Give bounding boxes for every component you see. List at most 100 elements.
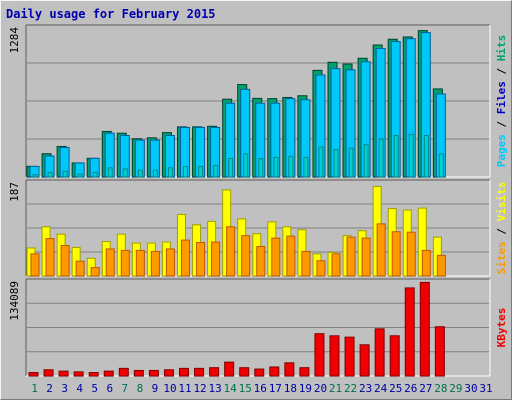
sites-bar: [181, 239, 190, 277]
sites-bar: [421, 249, 431, 277]
kbytes-bar: [43, 369, 54, 377]
kbytes-bar: [344, 336, 355, 377]
pages-bar: [228, 158, 234, 178]
series-legend-label: Pages / Files / Hits: [495, 35, 508, 168]
sites-bar: [90, 267, 100, 277]
kbytes-bar: [389, 335, 400, 377]
series-legend-label: KBytes: [495, 308, 508, 348]
pages-bar: [378, 138, 384, 178]
x-day-label: 31: [479, 382, 492, 395]
sites-bar: [75, 260, 85, 277]
sites-bar: [165, 248, 175, 277]
sites-bar: [271, 237, 281, 277]
x-day-label: 11: [178, 382, 191, 395]
pages-bar: [32, 174, 38, 178]
sites-bar: [346, 236, 356, 277]
pages-bar: [438, 153, 444, 178]
sites-bar: [30, 253, 40, 277]
x-day-label: 6: [106, 382, 113, 395]
pages-bar: [183, 166, 188, 178]
pages-bar: [288, 155, 294, 178]
y-max-label: 1284: [8, 27, 21, 54]
x-day-label: 5: [91, 382, 98, 395]
x-day-label: 26: [404, 382, 417, 395]
pages-bar: [137, 169, 143, 178]
sites-bar: [60, 244, 70, 277]
pages-bar: [47, 171, 53, 178]
x-day-label: 7: [122, 382, 129, 395]
x-day-label: 28: [434, 382, 447, 395]
x-day-label: 3: [61, 382, 68, 395]
pages-bar: [318, 146, 324, 178]
x-day-label: 17: [269, 382, 282, 395]
pages-bar: [258, 158, 264, 178]
y-max-label: 134089: [8, 281, 21, 321]
kbytes-bar: [404, 287, 415, 377]
kbytes-bar: [179, 367, 189, 377]
pages-bar: [152, 169, 158, 178]
pages-bar: [273, 156, 279, 178]
x-day-label: 29: [449, 382, 462, 395]
x-day-label: 27: [419, 382, 432, 395]
kbytes-bar: [209, 367, 220, 377]
sites-bar: [316, 260, 326, 277]
x-day-label: 20: [314, 382, 327, 395]
sites-bar: [135, 249, 145, 277]
pages-bar: [198, 166, 204, 178]
kbytes-bar: [374, 328, 385, 377]
chart-title: Daily usage for February 2015: [6, 7, 216, 21]
legend-part: /: [495, 61, 508, 81]
kbytes-bar: [314, 333, 325, 377]
kbytes-bar: [133, 369, 144, 377]
kbytes-bar: [254, 368, 265, 377]
pages-bar: [243, 153, 249, 178]
x-day-label: 2: [46, 382, 53, 395]
legend-part: KBytes: [495, 308, 508, 348]
kbytes-bar: [118, 367, 129, 377]
legend-part: Sites: [495, 241, 508, 274]
kbytes-bar: [239, 367, 250, 377]
kbytes-bar: [58, 370, 69, 377]
pages-bar: [333, 148, 339, 178]
x-day-label: 19: [299, 382, 312, 395]
legend-part: Hits: [495, 35, 508, 62]
pages-bar: [348, 147, 354, 178]
sites-bar: [361, 237, 371, 277]
kbytes-bar: [419, 281, 430, 377]
sites-bar: [376, 223, 386, 277]
pages-bar: [363, 144, 369, 178]
x-day-label: 30: [464, 382, 477, 395]
legend-part: Pages: [495, 134, 508, 167]
sites-bar: [120, 249, 130, 277]
kbytes-bar: [269, 366, 280, 377]
x-day-label: 18: [284, 382, 297, 395]
x-day-label: 4: [76, 382, 83, 395]
pages-bar: [393, 135, 399, 178]
pages-bar: [122, 168, 128, 178]
kbytes-bar: [28, 372, 39, 377]
y-max-label: 187: [8, 182, 21, 202]
sites-bar: [226, 226, 236, 277]
legend-part: /: [495, 114, 508, 134]
x-day-label: 24: [374, 382, 388, 395]
sites-bar: [301, 250, 311, 277]
kbytes-bar: [148, 369, 159, 377]
kbytes-bar: [284, 362, 295, 377]
sites-bar: [256, 245, 266, 277]
x-day-label: 16: [254, 382, 267, 395]
kbytes-bar: [224, 361, 235, 377]
sites-bar: [45, 238, 55, 277]
x-day-label: 21: [329, 382, 342, 395]
x-day-label: 10: [163, 382, 176, 395]
x-day-label: 9: [152, 382, 159, 395]
kbytes-bar: [299, 367, 310, 377]
kbytes-bar: [329, 335, 340, 377]
pages-bar: [408, 133, 414, 178]
x-day-label: 13: [209, 382, 222, 395]
sites-bar: [436, 254, 446, 277]
sites-bar: [150, 250, 160, 277]
kbytes-bar: [434, 326, 445, 377]
pages-bar: [77, 173, 83, 178]
x-day-label: 25: [389, 382, 402, 395]
kbytes-bar: [73, 371, 84, 377]
